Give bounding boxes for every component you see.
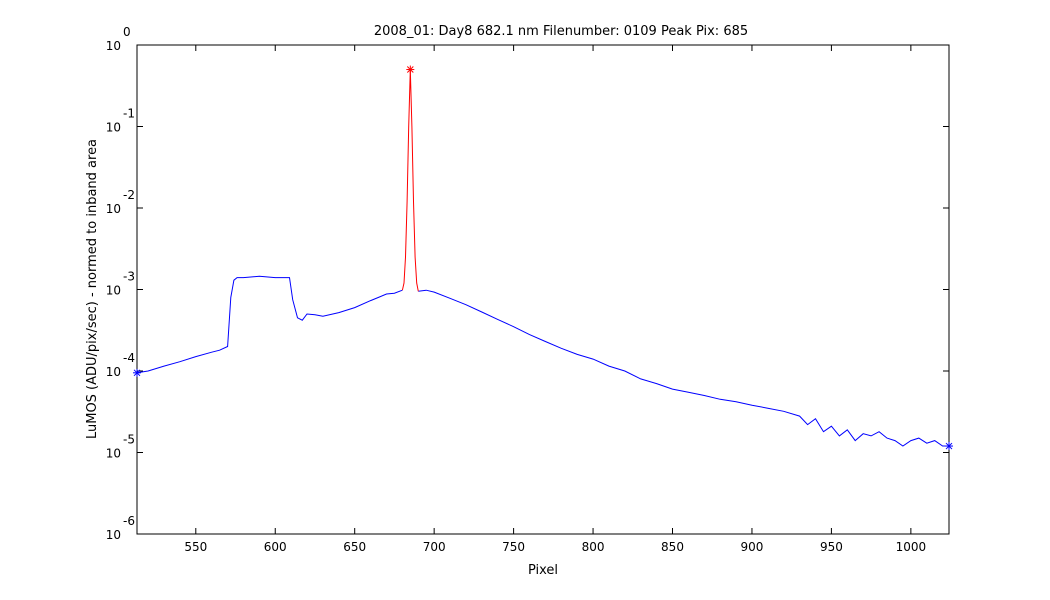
x-tick-label: 800 [582,540,605,554]
x-tick-label: 600 [264,540,287,554]
x-tick-label: 850 [661,540,684,554]
y-tick-label-base: 10 [106,39,121,53]
y-tick-label-exponent: -1 [123,107,135,121]
y-tick-label-base: 10 [106,121,121,135]
axis-ticks: 550 600 650 700 750 800 850 900 950 100010010-110… [106,25,949,554]
y-tick-label-exponent: -3 [123,270,135,284]
peak-marker [133,368,141,377]
y-tick-label-exponent: 0 [123,25,131,39]
peak-marker [406,65,415,74]
data-series [133,65,953,451]
x-axis-label: Pixel [528,563,558,578]
y-tick-label-base: 10 [106,528,121,542]
y-tick-label-exponent: -6 [123,514,135,528]
x-tick-label: 1000 [896,540,927,554]
y-tick-label-exponent: -4 [123,351,135,365]
y-tick-label-exponent: -2 [123,188,135,202]
peak-marker [945,442,953,451]
y-tick-label-base: 10 [106,284,121,298]
x-tick-label: 750 [502,540,525,554]
plot-frame [136,44,950,535]
x-tick-label: 650 [343,540,366,554]
x-tick-label: 700 [423,540,446,554]
y-tick-label-base: 10 [106,202,121,216]
marker-stroke [406,66,414,73]
marker-stroke [945,442,953,450]
y-tick-label-base: 10 [106,365,121,379]
y-tick-label-exponent: -5 [123,433,135,447]
x-tick-label: 900 [741,540,764,554]
chart-title: 2008_01: Day8 682.1 nm Filenumber: 0109 … [374,24,748,39]
y-axis-label: LuMOS (ADU/pix/sec) - normed to inband a… [85,139,100,439]
x-tick-label: 950 [820,540,843,554]
x-tick-label: 550 [184,540,207,554]
series-line-out-of-band [136,275,403,374]
series-line-out-of-band [418,289,949,447]
marker-stroke [133,369,141,377]
y-tick-label-base: 10 [106,447,121,461]
